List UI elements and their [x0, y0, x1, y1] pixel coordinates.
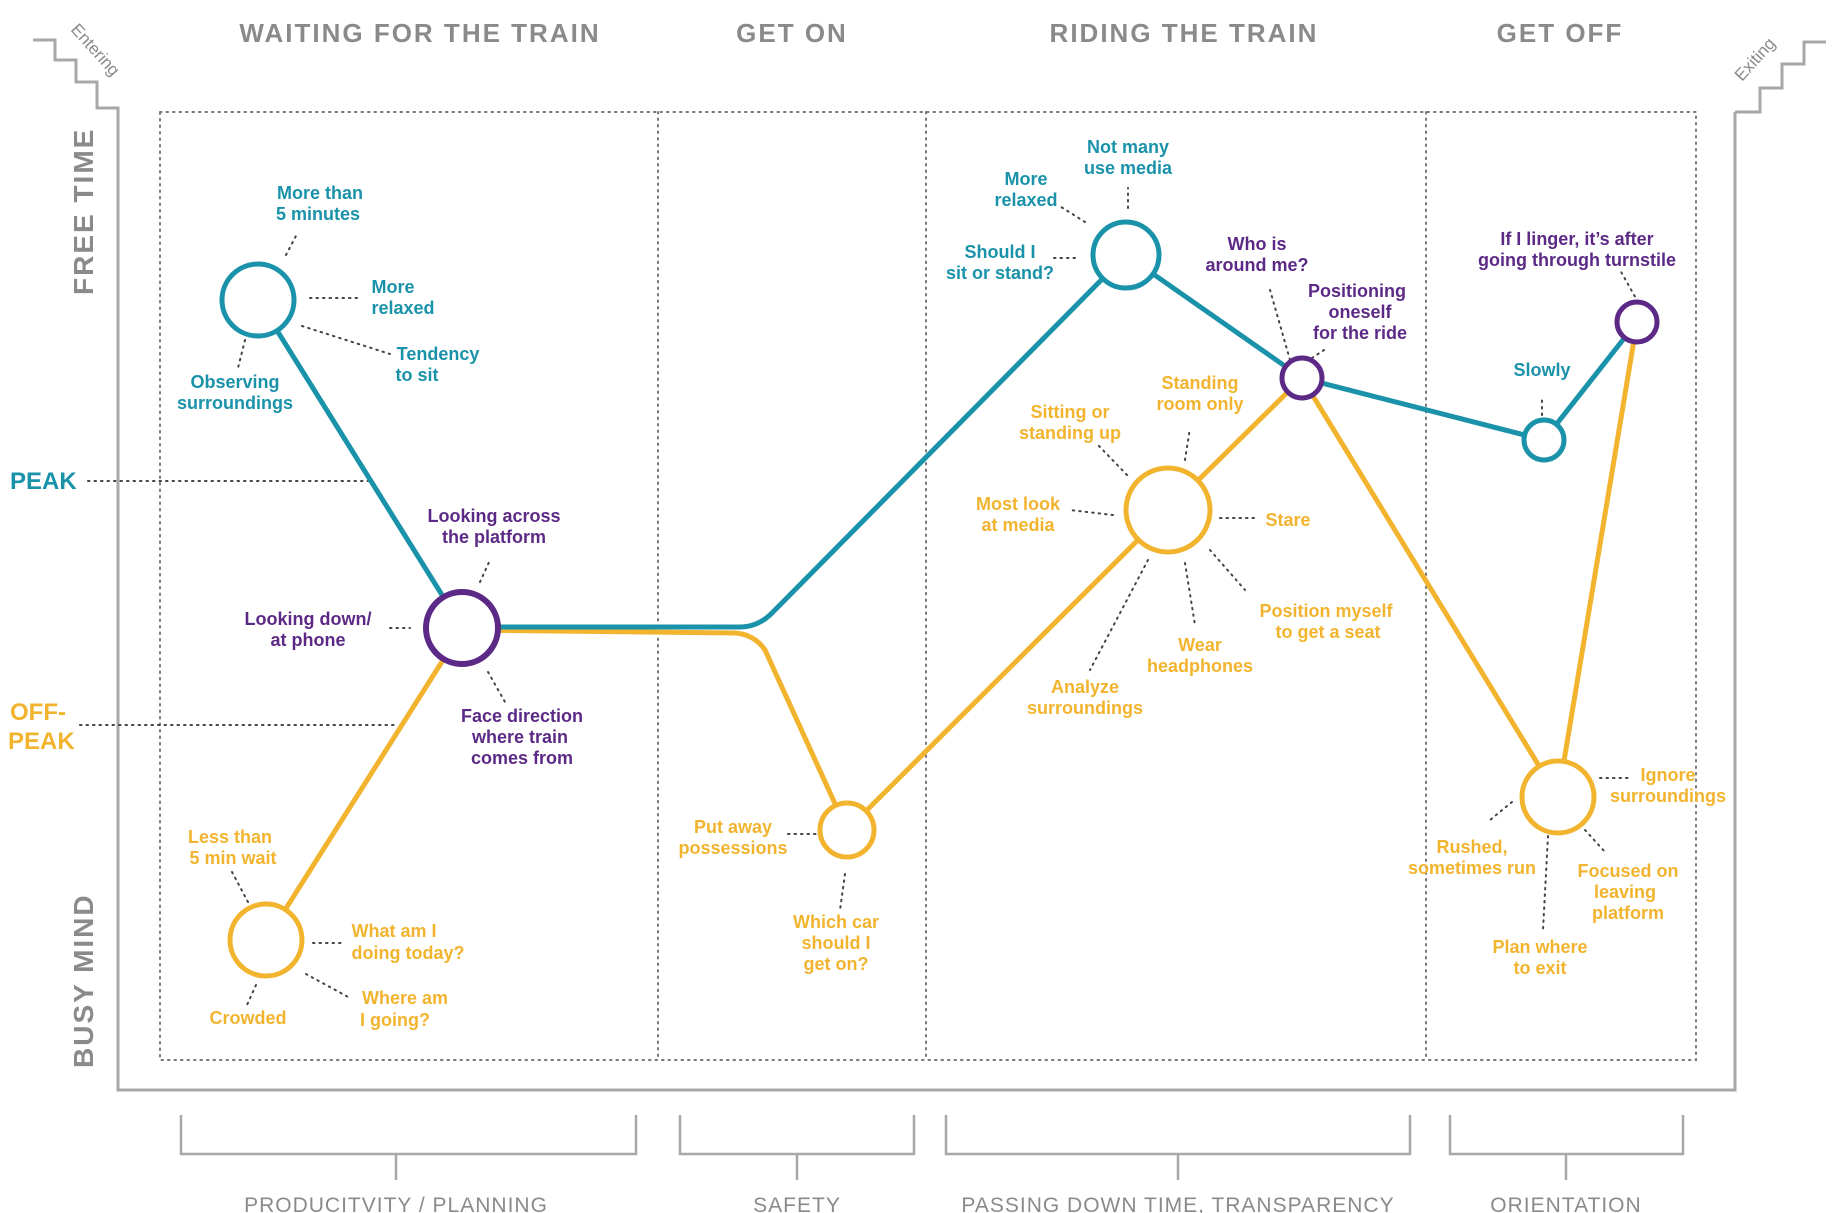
- phase-riding: RIDING THE TRAIN: [1050, 18, 1319, 48]
- theme-productivity: PRODUCITVITY / PLANNING: [244, 1194, 548, 1213]
- label-who-is-around: Who is around me?: [1205, 234, 1308, 275]
- node-getoff-offpeak: [1519, 758, 1597, 836]
- axis-busy-mind: BUSY MIND: [68, 893, 99, 1068]
- node-getoff-peak: [1521, 417, 1567, 463]
- node-getoff-shared: [1614, 299, 1660, 345]
- theme-orientation: ORIENTATION: [1490, 1194, 1641, 1213]
- leader-lines: [231, 187, 1639, 1006]
- label-observing: Observing surroundings: [177, 372, 293, 413]
- axis-free-time: FREE TIME: [68, 128, 99, 295]
- offpeak-label-1: OFF-: [10, 699, 66, 726]
- label-riding-relaxed: More relaxed: [994, 169, 1057, 210]
- label-less-than-5: Less than 5 min wait: [188, 827, 277, 868]
- theme-safety: SAFETY: [753, 1194, 841, 1213]
- journey-nodes: [219, 219, 1660, 979]
- label-positioning: Positioning oneself for the ride: [1308, 281, 1407, 343]
- brace-safety: [678, 1115, 916, 1180]
- entering-stairs: [33, 38, 1737, 1092]
- node-riding-peak: [1090, 219, 1162, 291]
- label-analyze: Analyze surroundings: [1027, 677, 1143, 718]
- exiting-label: Exiting: [1731, 34, 1779, 85]
- label-stare: Stare: [1265, 510, 1310, 530]
- label-position-seat: Position myself to get a seat: [1259, 601, 1393, 642]
- label-focused: Focused on leaving platform: [1577, 861, 1678, 923]
- grid-box: [159, 111, 1697, 1061]
- label-tendency-to-sit: Tendency to sit: [396, 344, 480, 385]
- labels-get-off: If I linger, it’s after going through tur…: [1408, 229, 1726, 978]
- brace-orientation: [1448, 1115, 1685, 1180]
- brace-passing-time: [944, 1115, 1412, 1180]
- label-most-look-media: Most look at media: [976, 494, 1061, 535]
- theme-passing-time: PASSING DOWN TIME, TRANSPARENCY: [961, 1194, 1394, 1213]
- labels-waiting: More than 5 minutes More relaxed Tendency t…: [177, 183, 583, 1030]
- label-more-relaxed: More relaxed: [371, 277, 434, 318]
- label-standing-room: Standing room only: [1156, 373, 1243, 414]
- node-waiting-offpeak: [227, 901, 305, 979]
- phase-get-on: GET ON: [736, 18, 848, 48]
- node-waiting-peak: [219, 261, 297, 339]
- label-rushed: Rushed, sometimes run: [1408, 837, 1536, 878]
- theme-braces: PRODUCITVITY / PLANNING SAFETY PASSING D…: [179, 1115, 1685, 1213]
- phase-headers: WAITING FOR THE TRAIN GET ON RIDING THE …: [239, 18, 1624, 48]
- label-ignore-surroundings: Ignore surroundings: [1610, 765, 1726, 806]
- exiting-stairs: [1735, 40, 1826, 114]
- dotted-grid: [159, 111, 1697, 1061]
- label-slowly: Slowly: [1513, 360, 1570, 380]
- brace-productivity: [179, 1115, 638, 1180]
- node-riding-offpeak: [1123, 465, 1213, 555]
- peak-label: PEAK: [10, 468, 77, 495]
- node-riding-shared: [1279, 355, 1325, 401]
- node-waiting-shared: [423, 589, 501, 667]
- level-markers: PEAK OFF- PEAK: [8, 468, 399, 755]
- label-where-am-i-going: Where am I going?: [360, 988, 448, 1030]
- label-looking-down: Looking down/at phone: [245, 609, 372, 650]
- peak-path: [255, 252, 1640, 630]
- label-plan-exit: Plan where to exit: [1492, 937, 1587, 978]
- label-not-many-media: Not many use media: [1084, 137, 1173, 178]
- label-more-than-5: More than 5 minutes: [276, 183, 363, 224]
- label-wear-headphones: Wear headphones: [1147, 635, 1253, 676]
- label-linger: If I linger, it’s after going through tur…: [1478, 229, 1676, 270]
- offpeak-label-2: PEAK: [8, 728, 75, 755]
- phase-waiting: WAITING FOR THE TRAIN: [239, 18, 600, 48]
- label-looking-across: Looking across the platform: [427, 506, 560, 547]
- label-put-away: Put away possessions: [678, 817, 787, 858]
- label-sitting-standing: Sitting or standing up: [1019, 402, 1121, 443]
- node-geton-offpeak: [817, 800, 877, 860]
- label-face-direction: Face direction where train comes from: [461, 706, 583, 768]
- phase-get-off: GET OFF: [1497, 18, 1624, 48]
- label-crowded: Crowded: [209, 1008, 286, 1028]
